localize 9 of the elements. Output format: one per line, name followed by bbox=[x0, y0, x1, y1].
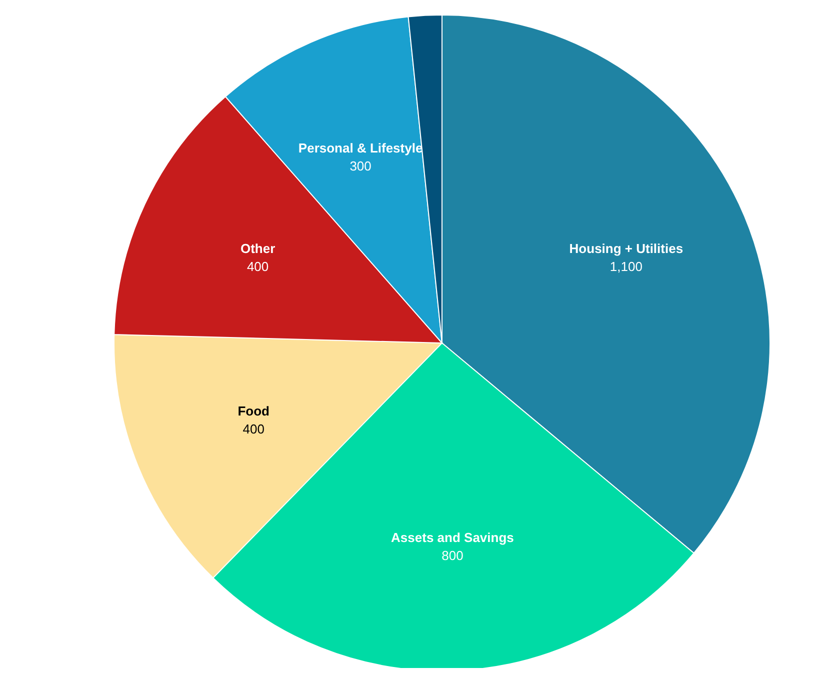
data-label: 800 bbox=[442, 548, 464, 564]
data-label: 1,100 bbox=[610, 258, 642, 274]
slice-label: Other bbox=[240, 240, 276, 256]
slice-label: Housing + Utilities bbox=[569, 240, 684, 256]
slice-label: Assets and Savings bbox=[391, 530, 514, 546]
slice-label: Food bbox=[238, 404, 270, 419]
data-label: 300 bbox=[350, 158, 372, 174]
data-label: 400 bbox=[242, 422, 264, 437]
data-label: 400 bbox=[246, 258, 269, 274]
